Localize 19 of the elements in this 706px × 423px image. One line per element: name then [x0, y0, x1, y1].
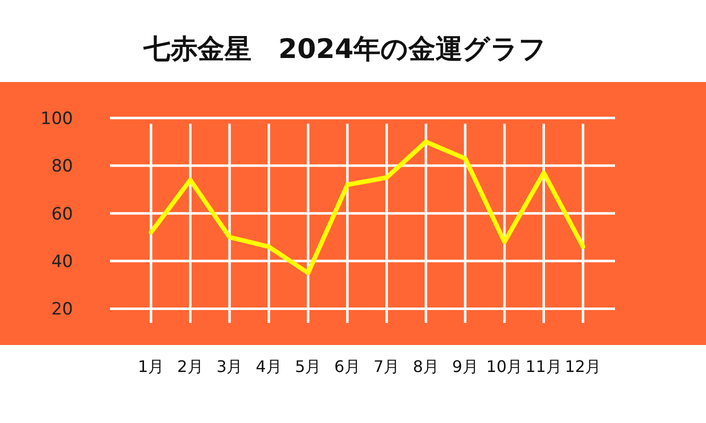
x-tick-label: 4月 [256, 357, 282, 376]
x-tick-label: 12月 [564, 357, 602, 376]
x-tick-label: 9月 [452, 357, 478, 376]
y-tick-label: 100 [40, 109, 73, 129]
x-tick-label: 7月 [374, 357, 400, 376]
chart-title: 七赤金星 2024年の金運グラフ [142, 34, 547, 65]
x-tick-label: 1月 [138, 357, 164, 376]
y-tick-label: 80 [51, 156, 73, 177]
x-tick-label: 8月 [412, 357, 440, 376]
x-tick-label: 3月 [216, 357, 243, 376]
x-tick-label: 5月 [294, 357, 322, 376]
x-tick-label: 2月 [177, 357, 204, 376]
y-tick-label: 20 [51, 300, 73, 320]
y-tick-label: 60 [51, 204, 73, 224]
x-tick-label: 6月 [334, 357, 360, 376]
line-series [148, 140, 586, 276]
x-tick-label: 11月 [526, 357, 562, 376]
x-tick-label: 10月 [486, 357, 523, 376]
y-tick-label: 40 [51, 252, 73, 272]
